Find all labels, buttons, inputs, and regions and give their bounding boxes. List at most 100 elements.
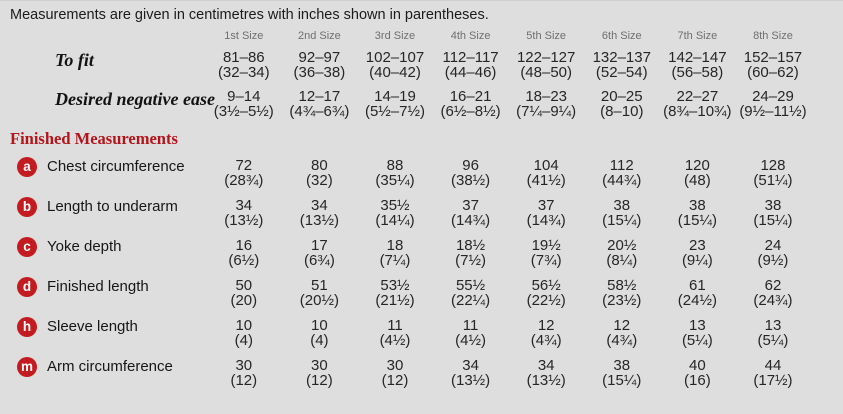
inch-value: (51¼) [753,171,793,189]
cm-value: 40 [689,357,706,374]
size-value-cell: 20½ (8¼) [584,237,660,269]
measurement-row: d Finished length 50 (20) 51 (20½) 53½ (21½) 55½… [10,277,843,309]
cm-value: 14–19 [374,88,416,105]
cm-value: 10 [235,317,253,334]
cm-value: 112 [609,157,634,174]
inch-value: (35¼) [375,171,415,189]
cm-value: 19½ [531,237,561,254]
inch-value: (14¾) [450,211,491,229]
cm-value: 38 [764,197,782,214]
size-value-cell: 112–117 (44–46) [433,49,509,81]
cm-value: 16–21 [449,88,492,105]
measurement-row: b Length to underarm 34 (13½) 34 (13½) 35½ (14¼… [10,197,843,229]
inch-value: (23½) [602,291,642,309]
inch-value: (21½) [375,291,415,309]
size-value-cell: 10 (4) [206,317,282,349]
size-value-cell: 37 (14¾) [433,198,509,229]
cm-value: 13 [764,317,782,334]
size-value-cell: 13 (5¼) [660,318,736,349]
size-value-cell: 35½ (14¼) [357,197,433,229]
row-letter-badge: m [17,357,37,377]
measurement-row: a Chest circumference 72 (28¾) 80 (32) 88 (35¼)… [10,157,843,189]
inch-value: (7½) [455,251,486,269]
measurement-rows-group: a Chest circumference 72 (28¾) 80 (32) 88 (35¼)… [10,157,843,389]
cm-value: 30 [311,357,328,374]
inch-value: (13½) [526,371,566,389]
inch-value: (13½) [450,371,491,389]
row-letter-badge: h [17,317,37,337]
cm-value: 38 [689,197,706,214]
size-value-cell: 17 (6¾) [282,238,358,268]
inch-value: (24¾) [753,291,793,309]
size-value-cell: 24 (9½) [735,238,811,269]
inch-value: (14¼) [375,211,415,229]
cm-value: 20½ [607,237,637,254]
cm-value: 53½ [380,277,410,294]
size-value-cell: 62 (24¾) [735,278,811,309]
size-value-cell: 13 (5¼) [735,317,811,349]
size-value-cell: 20–25 (8–10) [584,89,660,119]
inch-value: (5¼) [757,331,789,349]
cm-value: 34 [462,357,479,374]
size-value-cell: 81–86 (32–34) [206,50,282,80]
inch-value: (52–54) [595,63,648,81]
inch-value: (8¼) [606,251,638,269]
size-value-cell: 120 (48) [660,158,736,188]
inch-value: (9½) [757,251,789,269]
cm-value: 61 [689,277,706,294]
cm-value: 37 [537,197,555,214]
inch-value: (4¾) [530,331,562,349]
measurement-row-label: a Chest circumference [10,157,206,177]
measurement-label-text: Finished length [47,278,149,295]
size-value-cell: 53½ (21½) [357,277,433,309]
cm-value: 58½ [607,277,637,294]
inch-value: (20½) [299,291,339,309]
inch-value: (4) [234,331,253,349]
cm-value: 112–117 [442,49,499,66]
row-letter-badge: d [17,277,37,297]
inch-value: (6½) [228,251,260,269]
size-value-cell: 38 (15¼) [660,197,736,228]
cm-value: 128 [760,157,786,174]
cm-value: 102–107 [365,49,425,66]
cm-value: 44 [764,357,782,374]
fit-row-label: To fit [55,50,94,70]
size-value-cell: 104 (41½) [508,158,584,188]
inch-value: (9¼) [681,251,713,269]
cm-value: 35½ [380,197,410,214]
measurement-label-text: Arm circumference [47,358,173,375]
inch-value: (7¼–9¼) [516,102,577,120]
inch-value: (5½–7½) [364,102,425,120]
size-column-header: 8th Size [753,30,793,42]
cm-value: 96 [462,157,479,174]
cm-value: 72 [235,157,253,174]
size-value-cell: 38 (15¼) [584,358,660,389]
size-value-cell: 30 (12) [206,358,282,388]
measurement-label-text: Sleeve length [47,318,138,335]
size-value-cell: 112 (44¾) [584,157,660,188]
cm-value: 80 [311,157,328,174]
inch-value: (15¼) [602,371,642,389]
inch-value: (12) [381,371,409,389]
inch-value: (5¼) [681,331,713,349]
size-value-cell: 56½ (22½) [508,278,584,308]
size-value-cell: 34 (13½) [282,198,358,228]
measurement-row-label: d Finished length [10,277,206,297]
measurement-row-label: b Length to underarm [10,197,206,217]
fit-row: Desired negative ease 9–14 (3½–5½) 12–17 (4¾… [10,88,843,120]
cm-value: 88 [386,157,404,174]
measurement-label-text: Chest circumference [47,158,185,175]
cm-value: 34 [537,357,555,374]
inch-value: (56–58) [671,63,724,81]
inch-value: (4½) [379,331,411,349]
inch-value: (32) [306,171,333,189]
measurement-label-text: Length to underarm [47,198,178,215]
size-value-cell: 16 (6½) [206,238,282,269]
size-value-cell: 152–157 (60–62) [735,50,811,80]
size-value-cell: 44 (17½) [735,357,811,388]
cm-value: 12–17 [298,88,341,105]
inch-value: (44–46) [444,63,497,81]
inch-value: (24½) [677,291,717,309]
inch-value: (15¼) [753,211,793,229]
inch-value: (22¼) [450,291,491,309]
